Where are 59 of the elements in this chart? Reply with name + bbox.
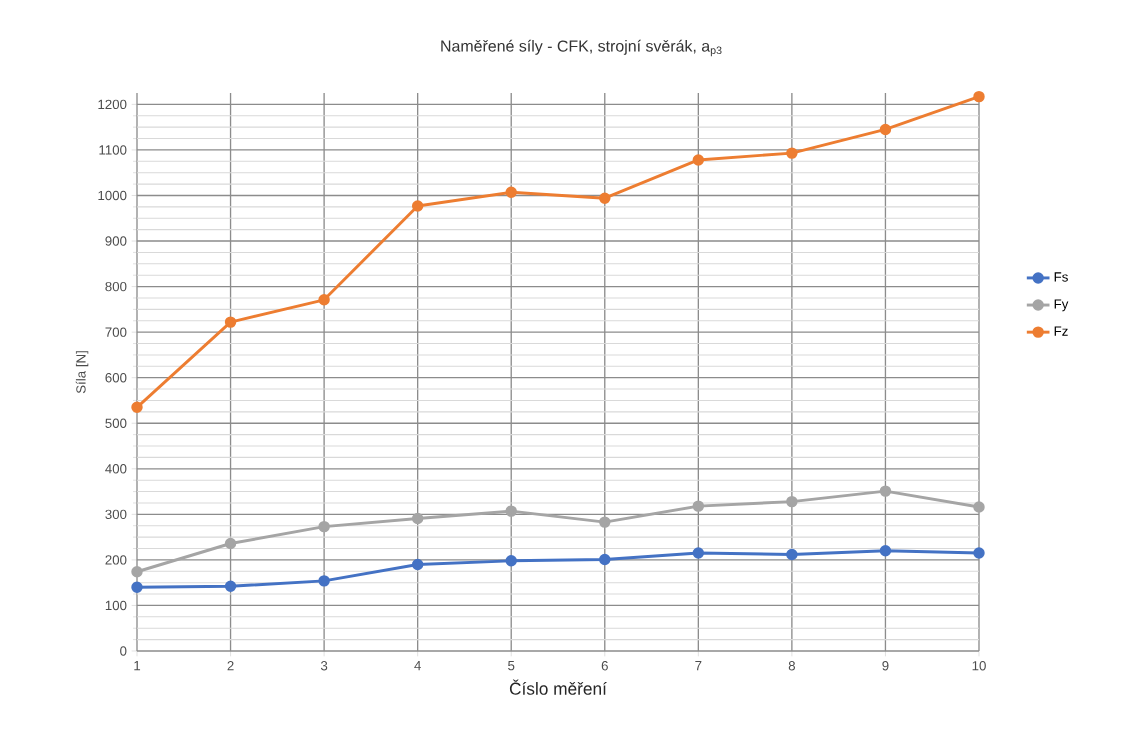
point	[131, 401, 143, 414]
chart-title: Naměřené síly - CFK, strojní svěrák, a$_{p3}$	[441, 39, 722, 57]
x-tick-label: 3	[320, 661, 328, 671]
point	[318, 575, 330, 587]
point	[224, 580, 237, 593]
point	[786, 495, 798, 508]
point	[973, 501, 985, 513]
legend-label: Fs	[1054, 272, 1068, 282]
point	[599, 192, 611, 204]
y-tick-label: 300	[105, 509, 127, 520]
x-tick-label: 2	[227, 661, 234, 671]
point	[879, 485, 892, 497]
x-tick-label: 5	[508, 661, 515, 671]
point	[692, 500, 705, 512]
x-tick-label: 10	[972, 661, 986, 671]
point	[879, 545, 892, 557]
legend-label: Fz	[1054, 326, 1068, 336]
point	[318, 520, 330, 533]
point	[411, 200, 424, 212]
point	[505, 555, 517, 567]
x-tick-label: 6	[601, 661, 608, 671]
point	[131, 581, 143, 593]
y-tick-label: 1000	[98, 190, 127, 201]
point	[973, 90, 985, 103]
point	[973, 547, 985, 559]
y-axis-title: Síla [N]	[75, 351, 89, 394]
x-tick-label: 1	[134, 661, 141, 671]
y-tick-label: 700	[105, 327, 127, 337]
point	[786, 548, 798, 561]
point	[505, 505, 517, 517]
point	[879, 123, 892, 136]
point	[692, 154, 705, 166]
point	[318, 294, 330, 306]
y-tick-label: 900	[105, 236, 127, 246]
y-tick-label: 0	[120, 646, 127, 656]
point	[224, 537, 237, 550]
legend-label: Fy	[1054, 299, 1069, 312]
point	[131, 566, 143, 578]
point	[599, 516, 611, 528]
x-axis-title: Číslo měření	[509, 679, 607, 695]
y-tick-label: 200	[105, 555, 127, 565]
point	[224, 316, 237, 328]
y-tick-label: 1200	[98, 99, 127, 110]
point	[505, 186, 517, 199]
y-tick-label: 1100	[99, 145, 127, 155]
x-tick-label: 4	[414, 661, 421, 671]
x-tick-label: 7	[695, 661, 702, 671]
y-tick-label: 800	[105, 281, 127, 292]
point	[411, 512, 424, 525]
point	[786, 147, 798, 159]
y-tick-label: 600	[105, 372, 127, 383]
y-tick-label: 500	[105, 418, 127, 428]
y-tick-label: 400	[105, 464, 127, 474]
x-tick-label: 8	[788, 661, 795, 671]
x-tick-label: 9	[882, 661, 889, 671]
y-tick-label: 100	[105, 600, 127, 611]
point	[411, 558, 424, 571]
point	[692, 547, 705, 559]
point	[599, 553, 611, 566]
